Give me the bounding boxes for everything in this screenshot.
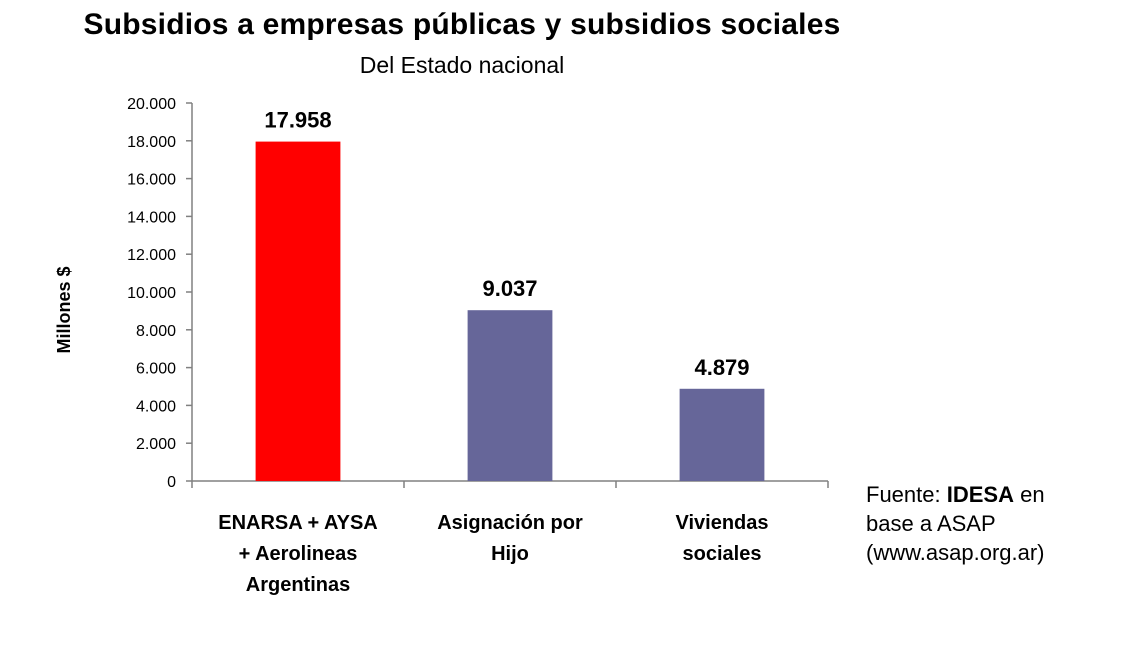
y-tick-label: 0 — [167, 474, 176, 491]
bar — [679, 388, 765, 481]
bar — [467, 310, 553, 481]
chart-title: Subsidios a empresas públicas y subsidio… — [83, 8, 841, 41]
y-tick-label: 20.000 — [127, 96, 176, 113]
y-tick-label: 6.000 — [136, 361, 176, 378]
x-category-label-line: Viviendas — [675, 512, 768, 534]
y-tick-label: 4.000 — [136, 398, 176, 415]
source-prefix: Fuente: — [866, 482, 947, 507]
bar-value-label: 4.879 — [694, 355, 749, 380]
y-tick-label: 18.000 — [127, 134, 176, 151]
source-line-3: (www.asap.org.ar) — [866, 540, 1045, 565]
x-category-label-line: + Aerolineas — [239, 543, 358, 565]
y-tick-label: 2.000 — [136, 436, 176, 453]
x-category-label-line: Argentinas — [246, 574, 350, 596]
source-line-1: Fuente: IDESA en — [866, 480, 1045, 509]
y-tick-label: 12.000 — [127, 247, 176, 264]
x-category-label-line: ENARSA + AYSA — [218, 512, 378, 534]
bar-value-label: 17.958 — [264, 108, 331, 133]
x-category-label-line: sociales — [683, 543, 762, 565]
source-note: Fuente: IDESA en base a ASAP (www.asap.o… — [866, 480, 1045, 567]
x-category-label-line: Hijo — [491, 543, 529, 565]
y-tick-label: 14.000 — [127, 209, 176, 226]
chart-subtitle: Del Estado nacional — [359, 52, 565, 78]
source-line-2: base a ASAP — [866, 511, 996, 536]
source-org: IDESA — [946, 482, 1014, 507]
x-category-label: Viviendas sociales — [675, 512, 768, 565]
x-category-label-line: Asignación por — [437, 512, 583, 534]
y-tick-label: 10.000 — [127, 285, 176, 302]
bar — [255, 141, 341, 481]
bar-value-label: 9.037 — [482, 276, 537, 301]
x-category-label: Asignación por Hijo — [437, 512, 583, 565]
y-tick-label: 16.000 — [127, 172, 176, 189]
source-suffix: en — [1013, 482, 1045, 507]
x-category-label: ENARSA + AYSA + Aerolineas Argentinas — [218, 512, 378, 596]
y-tick-label: 8.000 — [136, 323, 176, 340]
y-axis-title: Millones $ — [54, 266, 74, 353]
